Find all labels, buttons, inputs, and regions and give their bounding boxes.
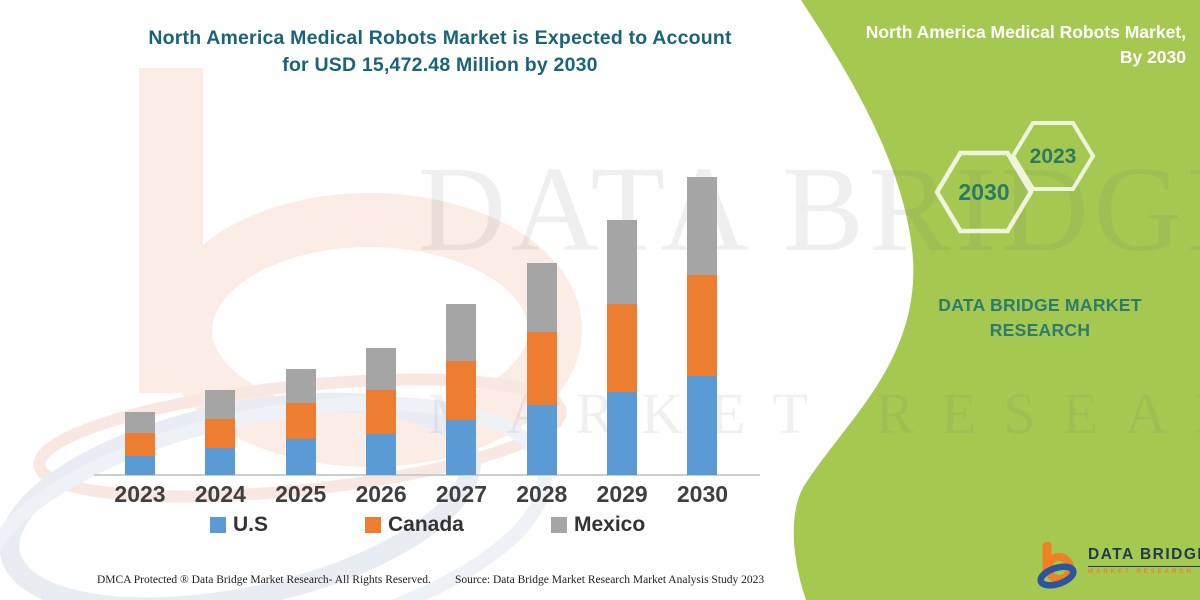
logo-name: DATA BRIDGE <box>1088 546 1200 567</box>
bar-segment-canada <box>125 433 155 456</box>
bar-segment-mexico <box>125 412 155 434</box>
legend-item-canada: Canada <box>365 513 464 537</box>
bar-segment-mexico <box>205 390 236 420</box>
x-label-2025: 2025 <box>275 481 327 507</box>
bar-segment-mexico <box>607 220 638 305</box>
x-label-2023: 2023 <box>114 481 166 507</box>
bar-segment-canada <box>366 389 397 434</box>
x-label-2030: 2030 <box>676 481 729 507</box>
bar-segment-us <box>285 439 316 475</box>
data-bridge-b-icon <box>1037 542 1077 589</box>
bar-segment-us <box>687 375 718 475</box>
legend-swatch <box>210 517 226 533</box>
panel-brand-line1: DATA BRIDGE MARKET <box>938 295 1142 315</box>
bar-2025 <box>285 368 316 475</box>
bar-2029 <box>607 220 638 475</box>
panel-heading: North America Medical Robots Market, By … <box>850 20 1186 70</box>
bar-segment-canada <box>687 275 718 376</box>
legend-swatch <box>365 517 381 533</box>
logo-wordmark: DATA BRIDGE MARKET RESEARCH <box>1088 546 1200 575</box>
bar-2023 <box>125 412 155 475</box>
bar-segment-us <box>205 448 236 475</box>
panel-brand-line2: RESEARCH <box>989 320 1091 340</box>
bar-2026 <box>366 348 397 475</box>
watermark-text-line1: DATA BRIDGE <box>418 142 1200 277</box>
x-label-2029: 2029 <box>596 481 648 507</box>
legend-item-mexico: Mexico <box>551 513 645 537</box>
panel-heading-line1: North America Medical Robots Market, <box>865 22 1186 42</box>
chart-headline-line2: for USD 15,472.48 Million by 2030 <box>282 54 598 76</box>
chart-headline-line1: North America Medical Robots Market is E… <box>148 27 732 49</box>
dmca-notice: DMCA Protected ® Data Bridge Market Rese… <box>97 574 431 586</box>
bar-2028 <box>526 262 557 475</box>
bar-2024 <box>205 390 236 475</box>
source-note: Source: Data Bridge Market Research Mark… <box>455 574 765 586</box>
bar-segment-canada <box>285 402 316 440</box>
bar-segment-us <box>607 392 638 475</box>
x-label-2028: 2028 <box>516 481 568 507</box>
bar-2030 <box>687 177 718 475</box>
x-label-2027: 2027 <box>435 481 487 507</box>
bar-segment-mexico <box>366 348 397 390</box>
legend-swatch <box>551 517 567 533</box>
x-label-2024: 2024 <box>194 481 246 507</box>
legend-label: Mexico <box>574 513 646 536</box>
bar-segment-mexico <box>687 177 718 276</box>
bar-segment-us <box>446 420 477 475</box>
x-axis-line <box>94 474 760 476</box>
logo-subtext: MARKET RESEARCH <box>1088 569 1195 575</box>
legend-item-us: U.S <box>210 513 268 537</box>
legend-label: U.S <box>233 513 269 536</box>
panel-brand-text: DATA BRIDGE MARKET RESEARCH <box>880 293 1200 343</box>
panel-heading-line2: By 2030 <box>1119 47 1186 67</box>
bar-segment-us <box>125 456 155 475</box>
bar-segment-mexico <box>526 262 557 332</box>
x-label-2026: 2026 <box>355 481 407 507</box>
bar-segment-canada <box>526 331 557 405</box>
bar-segment-canada <box>446 360 477 420</box>
chart-headline: North America Medical Robots Market is E… <box>120 25 760 79</box>
bar-segment-us <box>526 405 557 475</box>
bar-segment-canada <box>205 419 236 449</box>
bar-segment-mexico <box>285 368 316 403</box>
bar-2027 <box>446 304 477 475</box>
legend-label: Canada <box>388 513 464 536</box>
bar-segment-mexico <box>446 304 477 361</box>
bar-segment-us <box>366 434 397 475</box>
data-bridge-logo: DATA BRIDGE MARKET RESEARCH <box>1036 542 1200 590</box>
bar-segment-canada <box>607 304 638 393</box>
